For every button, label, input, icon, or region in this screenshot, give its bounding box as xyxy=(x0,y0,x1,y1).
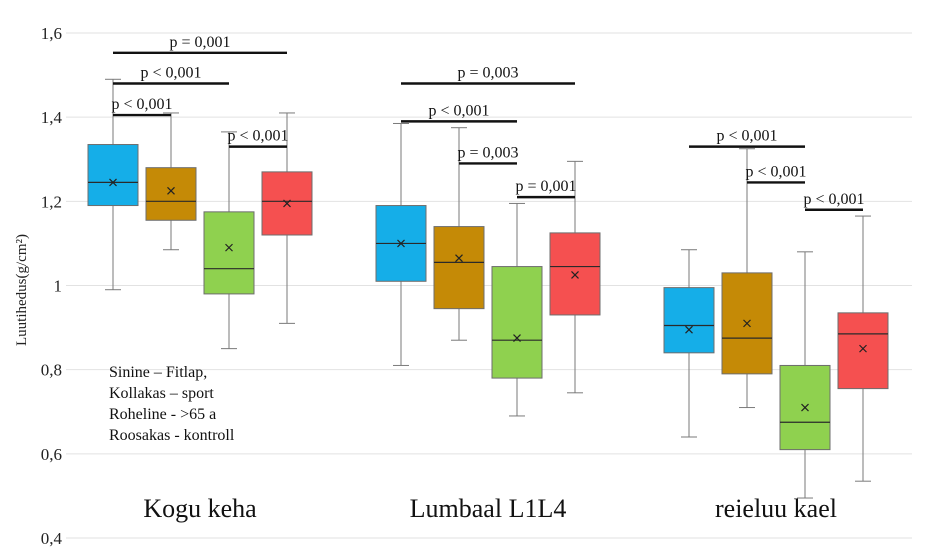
mean-marker xyxy=(225,243,233,252)
mean-marker xyxy=(801,403,809,412)
mean-marker xyxy=(455,254,463,263)
p-value-label: p = 0,001 xyxy=(169,34,230,51)
y-tick-label: 1,2 xyxy=(41,192,62,211)
p-value-bracket: p < 0,001 xyxy=(113,65,229,85)
mean-marker xyxy=(397,239,405,248)
y-tick-label: 1,6 xyxy=(41,24,62,43)
y-tick-label: 1 xyxy=(54,277,63,296)
iqr-box xyxy=(837,312,889,390)
box-groups xyxy=(87,78,889,499)
group-labels: Kogu keha Lumbaal L1L4 reieluu kael xyxy=(143,494,837,523)
y-tick-label: 1,4 xyxy=(41,108,63,127)
mean-marker xyxy=(513,334,521,343)
p-value-label: p < 0,001 xyxy=(803,191,864,208)
p-value-bracket: p = 0,001 xyxy=(515,178,577,199)
box-plot xyxy=(779,251,831,499)
significance-brackets: p = 0,001 p < 0,001 p < 0,001 p < 0,001 p = … xyxy=(111,34,865,211)
iqr-box xyxy=(663,287,715,354)
mean-marker xyxy=(571,271,579,279)
p-value-label: p < 0,001 xyxy=(428,102,489,119)
box-plot xyxy=(721,148,773,409)
mean-marker xyxy=(109,178,117,187)
p-value-bracket: p < 0,001 xyxy=(745,163,807,184)
p-value-bracket: p = 0,001 xyxy=(113,34,287,54)
iqr-box xyxy=(145,167,197,221)
iqr-box xyxy=(87,144,139,207)
p-value-label: p = 0,003 xyxy=(457,144,518,161)
p-value-label: p < 0,001 xyxy=(111,96,172,113)
box-plot xyxy=(491,202,543,417)
legend-line: Roheline - >65 a xyxy=(109,406,216,423)
iqr-box xyxy=(433,226,485,310)
p-value-bracket: p < 0,001 xyxy=(401,102,517,123)
y-tick-label: 0,6 xyxy=(41,445,62,464)
group-label: Kogu keha xyxy=(143,494,257,523)
p-value-label: p < 0,001 xyxy=(227,128,288,145)
p-value-bracket: p < 0,001 xyxy=(689,128,805,148)
p-value-bracket: p = 0,003 xyxy=(401,65,575,85)
iqr-box xyxy=(203,211,255,295)
legend-text-block: Sinine – Fitlap, Kollakas – sport Roheline… xyxy=(109,364,235,444)
legend-line: Kollakas – sport xyxy=(109,385,214,402)
p-value-bracket: p < 0,001 xyxy=(227,128,289,148)
mean-marker xyxy=(167,186,175,195)
box-plot xyxy=(433,127,485,341)
box-plot xyxy=(87,78,139,291)
p-value-label: p < 0,001 xyxy=(716,128,777,145)
p-value-bracket: p < 0,001 xyxy=(111,96,173,117)
p-value-label: p = 0,003 xyxy=(457,65,518,82)
box-group xyxy=(87,78,313,350)
mean-marker xyxy=(743,319,751,328)
y-tick-label: 0,8 xyxy=(41,361,62,380)
group-label: Lumbaal L1L4 xyxy=(410,494,567,523)
y-axis: 0,4 0,6 0,8 1 1,2 1,4 1,6 xyxy=(41,24,63,548)
box-plot xyxy=(549,160,601,394)
box-group xyxy=(663,148,889,499)
legend-line: Roosakas - kontroll xyxy=(109,427,235,444)
legend-line: Sinine – Fitlap, xyxy=(109,364,207,381)
box-plot xyxy=(145,112,197,251)
iqr-box xyxy=(491,266,543,379)
box-group xyxy=(375,122,601,417)
p-value-label: p < 0,001 xyxy=(745,163,806,180)
p-value-bracket: p = 0,003 xyxy=(457,144,519,165)
box-plot xyxy=(375,122,427,366)
p-value-label: p < 0,001 xyxy=(140,65,201,82)
iqr-box xyxy=(549,232,601,316)
p-value-bracket: p < 0,001 xyxy=(803,191,865,211)
y-tick-label: 0,4 xyxy=(41,529,63,548)
mean-marker xyxy=(685,325,693,334)
y-axis-label: Luutihedus(g/cm²) xyxy=(14,234,30,346)
group-label: reieluu kael xyxy=(715,494,837,523)
mean-marker xyxy=(859,344,867,353)
box-plot xyxy=(663,249,715,438)
box-plot xyxy=(261,112,313,324)
box-plot xyxy=(837,215,889,482)
p-value-label: p = 0,001 xyxy=(515,178,576,195)
box-plot xyxy=(203,131,255,350)
mean-marker xyxy=(283,199,291,208)
